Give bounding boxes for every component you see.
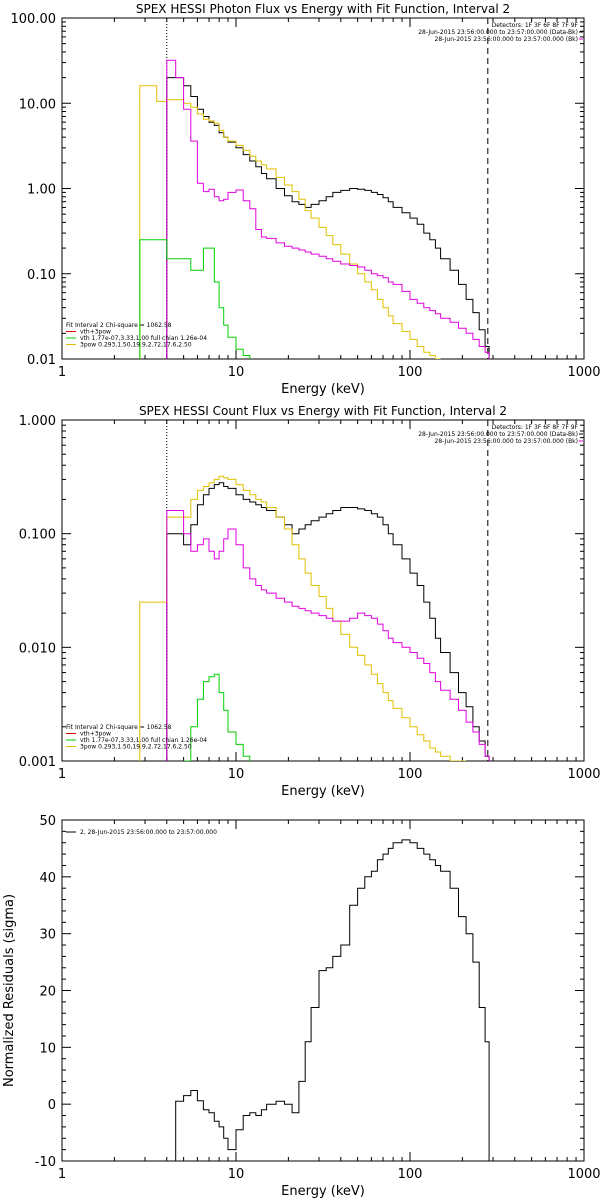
legend-entry: 3pow 0.293,1.50,19.9,2.72,17.6,2.50 bbox=[80, 744, 192, 751]
detector-info-text: Detectors: 1F 3F 6F 8F 7F 9F bbox=[492, 424, 579, 431]
series-group bbox=[140, 476, 489, 761]
y-tick-label: 0.100 bbox=[19, 528, 56, 543]
x-axis: 1 10 100 1000 bbox=[58, 820, 600, 1182]
x-tick-label: 100 bbox=[398, 767, 423, 782]
y-tick-label: 0 bbox=[48, 1098, 56, 1113]
x-axis-label: Energy (keV) bbox=[281, 382, 365, 397]
y-tick-label: 0.001 bbox=[19, 755, 56, 770]
y-axis: 100.00 10.00 1.00 0.10 0.01 bbox=[11, 12, 585, 368]
y-tick-label: 1.00 bbox=[27, 183, 56, 198]
series-1-line bbox=[140, 476, 466, 761]
series-2-line bbox=[167, 60, 489, 359]
series-1-line bbox=[140, 86, 441, 359]
chart-title: SPEX HESSI Photon Flux vs Energy with Fi… bbox=[136, 2, 510, 16]
plot-frame bbox=[62, 820, 584, 1161]
chart-photon: 1 10 100 1000 100.00 10.00 1.00 0.10 0.01 SPEX HE… bbox=[11, 2, 600, 397]
series-0-line bbox=[167, 483, 489, 761]
y-tick-label: 30 bbox=[39, 928, 56, 943]
detector-info-text: 28-Jun-2015 23:56:00.000 to 23:57:00.000… bbox=[418, 29, 578, 36]
y-tick-label: 0.10 bbox=[27, 268, 56, 283]
x-tick-label: 100 bbox=[398, 1167, 423, 1182]
series-group bbox=[140, 60, 489, 359]
y-tick-label: 40 bbox=[39, 871, 56, 886]
y-tick-label: 10 bbox=[39, 1041, 56, 1056]
legend: Fit Interval 2 Chi-square = 1062.58vth+3… bbox=[66, 322, 207, 349]
y-tick-label: 1.000 bbox=[19, 414, 56, 429]
x-tick-label: 10 bbox=[228, 1167, 245, 1182]
x-tick-label: 100 bbox=[398, 365, 423, 380]
legend-entry: 2, 28-Jun-2015 23:56:00.000 to 23:57:00.… bbox=[80, 829, 217, 836]
y-axis-label: Normalized Residuals (sigma) bbox=[2, 894, 17, 1087]
series-0-line bbox=[167, 840, 489, 1161]
y-tick-label: 10.00 bbox=[19, 97, 56, 112]
detector-info-text: 28-Jun-2015 23:56:00.000 to 23:57:00.000… bbox=[435, 438, 578, 445]
y-tick-label: 0.01 bbox=[27, 353, 56, 368]
y-tick-label: 20 bbox=[39, 985, 56, 1000]
x-tick-label: 1000 bbox=[567, 1167, 600, 1182]
y-tick-label: 50 bbox=[39, 814, 56, 829]
x-tick-label: 10 bbox=[228, 767, 245, 782]
chart-title: SPEX HESSI Count Flux vs Energy with Fit… bbox=[139, 404, 507, 418]
y-tick-label: 0.010 bbox=[19, 641, 56, 656]
y-tick-label: 100.00 bbox=[11, 12, 57, 27]
detector-info-text: Detectors: 1F 3F 6F 8F 7F 9F bbox=[492, 22, 579, 29]
legend: 2, 28-Jun-2015 23:56:00.000 to 23:57:00.… bbox=[66, 829, 217, 836]
series-group bbox=[167, 840, 489, 1161]
x-tick-label: 1 bbox=[58, 1167, 66, 1182]
x-tick-label: 1000 bbox=[567, 365, 600, 380]
y-axis: 50 40 30 20 10 0 -10 bbox=[35, 814, 584, 1170]
legend: Fit Interval 2 Chi-square = 1062.58vth+3… bbox=[66, 724, 207, 751]
detector-info-text: 28-Jun-2015 23:56:00.000 to 23:57:00.000… bbox=[418, 431, 578, 438]
series-2-line bbox=[167, 511, 489, 762]
x-tick-label: 1 bbox=[58, 365, 66, 380]
x-axis-label: Energy (keV) bbox=[281, 784, 365, 799]
series-3-line bbox=[184, 674, 250, 761]
x-tick-label: 1 bbox=[58, 767, 66, 782]
x-tick-label: 10 bbox=[228, 365, 245, 380]
x-tick-label: 1000 bbox=[567, 767, 600, 782]
x-axis-label: Energy (keV) bbox=[281, 1184, 365, 1199]
y-tick-label: -10 bbox=[35, 1155, 56, 1170]
y-axis: 1.000 0.100 0.010 0.001 bbox=[19, 414, 584, 770]
chart-count: 1 10 100 1000 1.000 0.100 0.010 0.001 SPEX HESSI… bbox=[19, 404, 600, 799]
detector-info-text: 28-Jun-2015 23:56:00.000 to 23:57:00.000… bbox=[435, 36, 578, 43]
legend-entry: 3pow 0.293,1.50,19.9,2.72,17.6,2.50 bbox=[80, 342, 192, 349]
